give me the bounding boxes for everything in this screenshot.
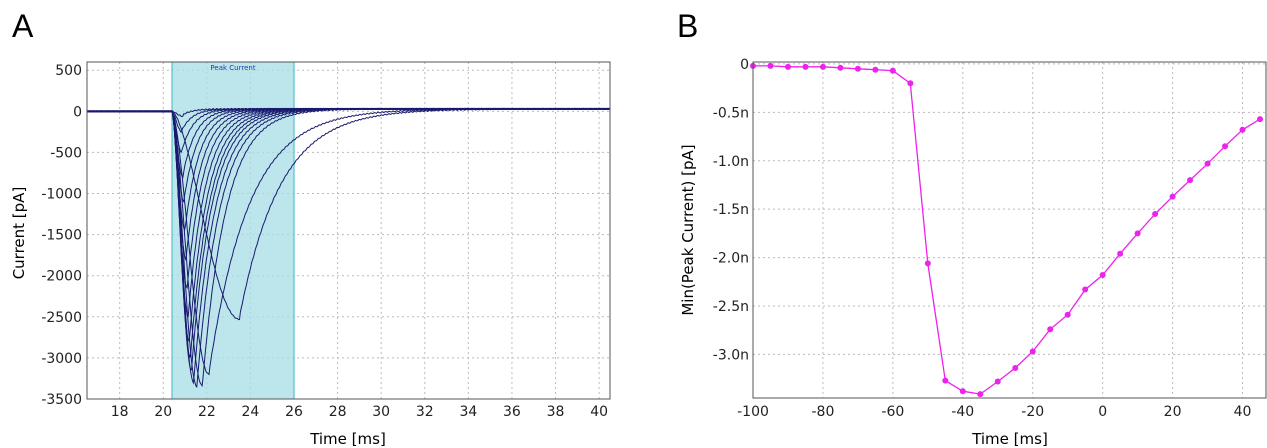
x-tick-label: 36 <box>503 404 521 420</box>
chart-b-x-ticks: -100 -80 -60 -40 -20 0 20 40 <box>737 404 1251 420</box>
y-tick-label: -1.5n <box>713 202 749 218</box>
y-tick-label: -3500 <box>41 392 82 408</box>
x-tick-label: 20 <box>1164 404 1182 420</box>
x-tick-label: -60 <box>881 404 904 420</box>
chart-a-plot-frame <box>86 61 611 400</box>
data-point <box>889 67 896 74</box>
data-point <box>1099 272 1106 279</box>
data-point <box>907 80 914 87</box>
current-trace <box>86 107 611 389</box>
current-trace <box>86 107 611 371</box>
data-point <box>1222 143 1229 150</box>
current-trace <box>87 107 611 179</box>
x-tick-label: 26 <box>285 404 303 420</box>
data-point <box>977 391 984 398</box>
x-tick-label: -40 <box>951 404 974 420</box>
x-tick-label: -100 <box>737 404 769 420</box>
chart-a-grid <box>87 62 610 400</box>
x-tick-label: 0 <box>1098 404 1107 420</box>
current-trace <box>86 107 611 385</box>
current-trace <box>86 107 611 154</box>
peak-current-region-label: Peak Current <box>210 64 255 72</box>
x-tick-label: -20 <box>1021 404 1044 420</box>
chart-a-traces <box>86 107 611 389</box>
x-tick-label: 40 <box>1234 404 1252 420</box>
x-tick-label: 28 <box>329 404 347 420</box>
data-point <box>1047 326 1054 333</box>
data-point <box>784 63 791 70</box>
data-point <box>1134 230 1141 237</box>
data-point <box>1257 116 1264 123</box>
data-point <box>1152 211 1159 218</box>
data-point <box>1012 364 1019 371</box>
chart-b-grid <box>752 62 1267 398</box>
x-tick-label: 32 <box>416 404 434 420</box>
y-tick-label: -500 <box>50 145 82 161</box>
data-point <box>872 66 879 73</box>
data-point <box>994 378 1001 385</box>
y-tick-label: -3000 <box>41 351 82 367</box>
data-point <box>942 377 949 384</box>
current-trace <box>86 107 611 262</box>
data-point <box>1064 311 1071 318</box>
x-tick-label: -80 <box>811 404 834 420</box>
chart-b-y-ticks: 0 -0.5n -1.0n -1.5n -2.0n -2.5n -3.0n <box>713 57 749 363</box>
panel-label-b: B <box>677 8 699 44</box>
chart-a-y-ticks: 500 0 -500 -1000 -1500 -2000 -2500 -3000 -3500 <box>41 63 82 408</box>
data-point <box>750 62 756 69</box>
x-tick-label: 34 <box>459 404 477 420</box>
chart-b-plot-frame <box>752 61 1267 399</box>
current-trace <box>86 107 611 232</box>
current-trace <box>86 107 611 318</box>
current-trace <box>86 107 611 343</box>
y-tick-label: -2000 <box>41 269 82 285</box>
data-point <box>1204 160 1211 167</box>
data-point <box>1117 250 1124 257</box>
min-peak-current-line <box>753 65 1261 395</box>
y-tick-label: -2.5n <box>713 299 749 315</box>
x-tick-label: 20 <box>154 404 172 420</box>
data-point <box>959 388 966 395</box>
data-point <box>1029 348 1036 355</box>
data-point <box>802 63 809 70</box>
data-point <box>767 62 774 69</box>
y-tick-label: -1500 <box>41 228 82 244</box>
data-point <box>1239 126 1246 133</box>
chart-a: Peak Current 500 0 -500 -1000 -1500 -2000 -250… <box>10 61 611 448</box>
current-trace <box>86 107 611 388</box>
y-tick-label: -3.0n <box>713 347 749 363</box>
x-tick-label: 30 <box>372 404 390 420</box>
chart-a-y-axis-title: Current [pA] <box>10 187 28 280</box>
x-tick-label: 18 <box>111 404 129 420</box>
chart-a-x-ticks: 18 20 22 24 26 28 30 32 34 36 38 40 <box>111 404 608 420</box>
data-point <box>1082 286 1089 293</box>
data-point <box>1169 193 1176 200</box>
y-tick-label: -2500 <box>41 310 82 326</box>
current-trace <box>86 107 611 358</box>
data-point <box>854 65 861 72</box>
data-point <box>819 63 826 70</box>
chart-b-y-axis-title: Min(Peak Current) [pA] <box>679 144 697 315</box>
data-point <box>924 260 931 267</box>
x-tick-label: 40 <box>590 404 608 420</box>
y-tick-label: -1000 <box>41 187 82 203</box>
y-tick-label: 0 <box>73 104 82 120</box>
x-tick-label: 38 <box>547 404 565 420</box>
y-tick-label: 0 <box>740 57 749 73</box>
y-tick-label: -0.5n <box>713 105 749 121</box>
data-point <box>837 64 844 71</box>
y-tick-label: -2.0n <box>713 251 749 267</box>
y-tick-label: -1.0n <box>713 154 749 170</box>
data-point <box>1187 177 1194 184</box>
current-trace <box>86 107 611 321</box>
chart-b-x-axis-title: Time [ms] <box>971 430 1048 448</box>
chart-b-series <box>750 62 1264 398</box>
chart-a-x-axis-title: Time [ms] <box>309 430 386 448</box>
x-tick-label: 22 <box>198 404 216 420</box>
y-tick-label: 500 <box>55 63 82 79</box>
x-tick-label: 24 <box>242 404 260 420</box>
current-trace <box>86 107 611 376</box>
panel-label-a: A <box>12 8 34 44</box>
current-trace <box>86 107 611 290</box>
